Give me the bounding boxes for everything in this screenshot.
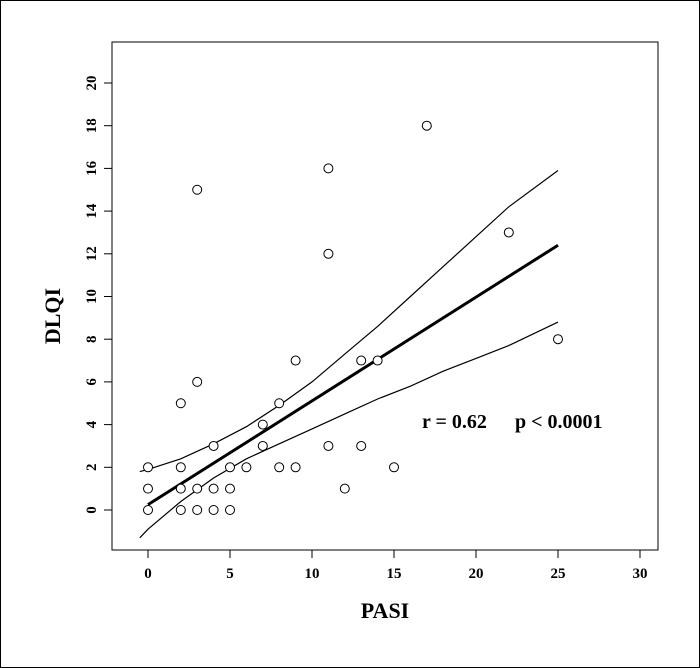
data-point	[356, 355, 367, 366]
data-point	[257, 440, 268, 451]
x-tick-label: 20	[469, 566, 484, 582]
x-axis-title: PASI	[361, 598, 410, 623]
y-tick-label: 8	[84, 335, 100, 343]
data-point	[175, 398, 186, 409]
x-tick-label: 5	[226, 566, 234, 582]
data-point	[225, 462, 235, 473]
y-tick-label: 10	[84, 289, 100, 304]
x-axis: 0 5 10 15 20 25 30	[144, 550, 648, 582]
correlation-annotation: r = 0.62	[422, 411, 487, 433]
data-point	[421, 120, 432, 131]
y-tick-label: 20	[84, 76, 100, 91]
data-point	[274, 398, 285, 409]
data-point	[257, 419, 268, 430]
data-point	[143, 505, 153, 515]
data-point	[175, 483, 186, 494]
y-axis-title: DLQI	[40, 288, 65, 344]
y-tick-label: 16	[84, 160, 100, 176]
ci-upper-line	[139, 170, 559, 473]
x-tick-label: 10	[305, 566, 320, 582]
data-point	[274, 462, 285, 473]
data-point	[192, 505, 203, 515]
y-tick-label: 12	[84, 246, 100, 261]
data-point	[175, 505, 186, 515]
x-tick-label: 15	[387, 566, 402, 582]
data-point	[192, 184, 203, 195]
data-point	[323, 440, 334, 451]
data-point	[553, 334, 563, 345]
y-tick-label: 14	[84, 203, 100, 219]
data-point	[241, 462, 252, 473]
data-point	[208, 505, 219, 515]
data-point	[192, 483, 203, 494]
y-tick-label: 18	[84, 118, 100, 133]
x-tick-label: 30	[633, 566, 648, 582]
regression-line-group	[147, 243, 559, 506]
data-point	[143, 483, 153, 494]
y-tick-label: 0	[84, 506, 100, 514]
regression-line	[147, 243, 559, 506]
data-point	[389, 462, 399, 473]
x-tick-label: 0	[144, 566, 152, 582]
data-point	[339, 483, 350, 494]
ci-lower-line	[139, 321, 559, 539]
data-point	[356, 440, 367, 451]
y-tick-label: 6	[84, 378, 100, 386]
p-value-annotation: p < 0.0001	[515, 411, 603, 433]
y-axis: 0 2 4 6 8 10 12 14 16 18 20	[84, 76, 112, 514]
data-point	[225, 483, 235, 494]
data-point	[143, 462, 153, 473]
data-point	[323, 248, 334, 259]
data-point	[208, 440, 219, 451]
data-point	[323, 163, 334, 174]
data-point	[208, 483, 219, 494]
data-points	[143, 120, 563, 515]
data-point	[503, 227, 514, 238]
data-point	[290, 462, 301, 473]
data-point	[175, 462, 186, 473]
data-point	[192, 376, 203, 387]
data-point	[372, 355, 383, 366]
y-tick-label: 4	[84, 420, 100, 428]
x-tick-label: 25	[551, 566, 566, 582]
data-point	[290, 355, 301, 366]
data-point	[225, 505, 235, 515]
plot-area	[111, 41, 659, 551]
confidence-bands	[139, 170, 559, 539]
y-tick-label: 2	[84, 464, 100, 472]
